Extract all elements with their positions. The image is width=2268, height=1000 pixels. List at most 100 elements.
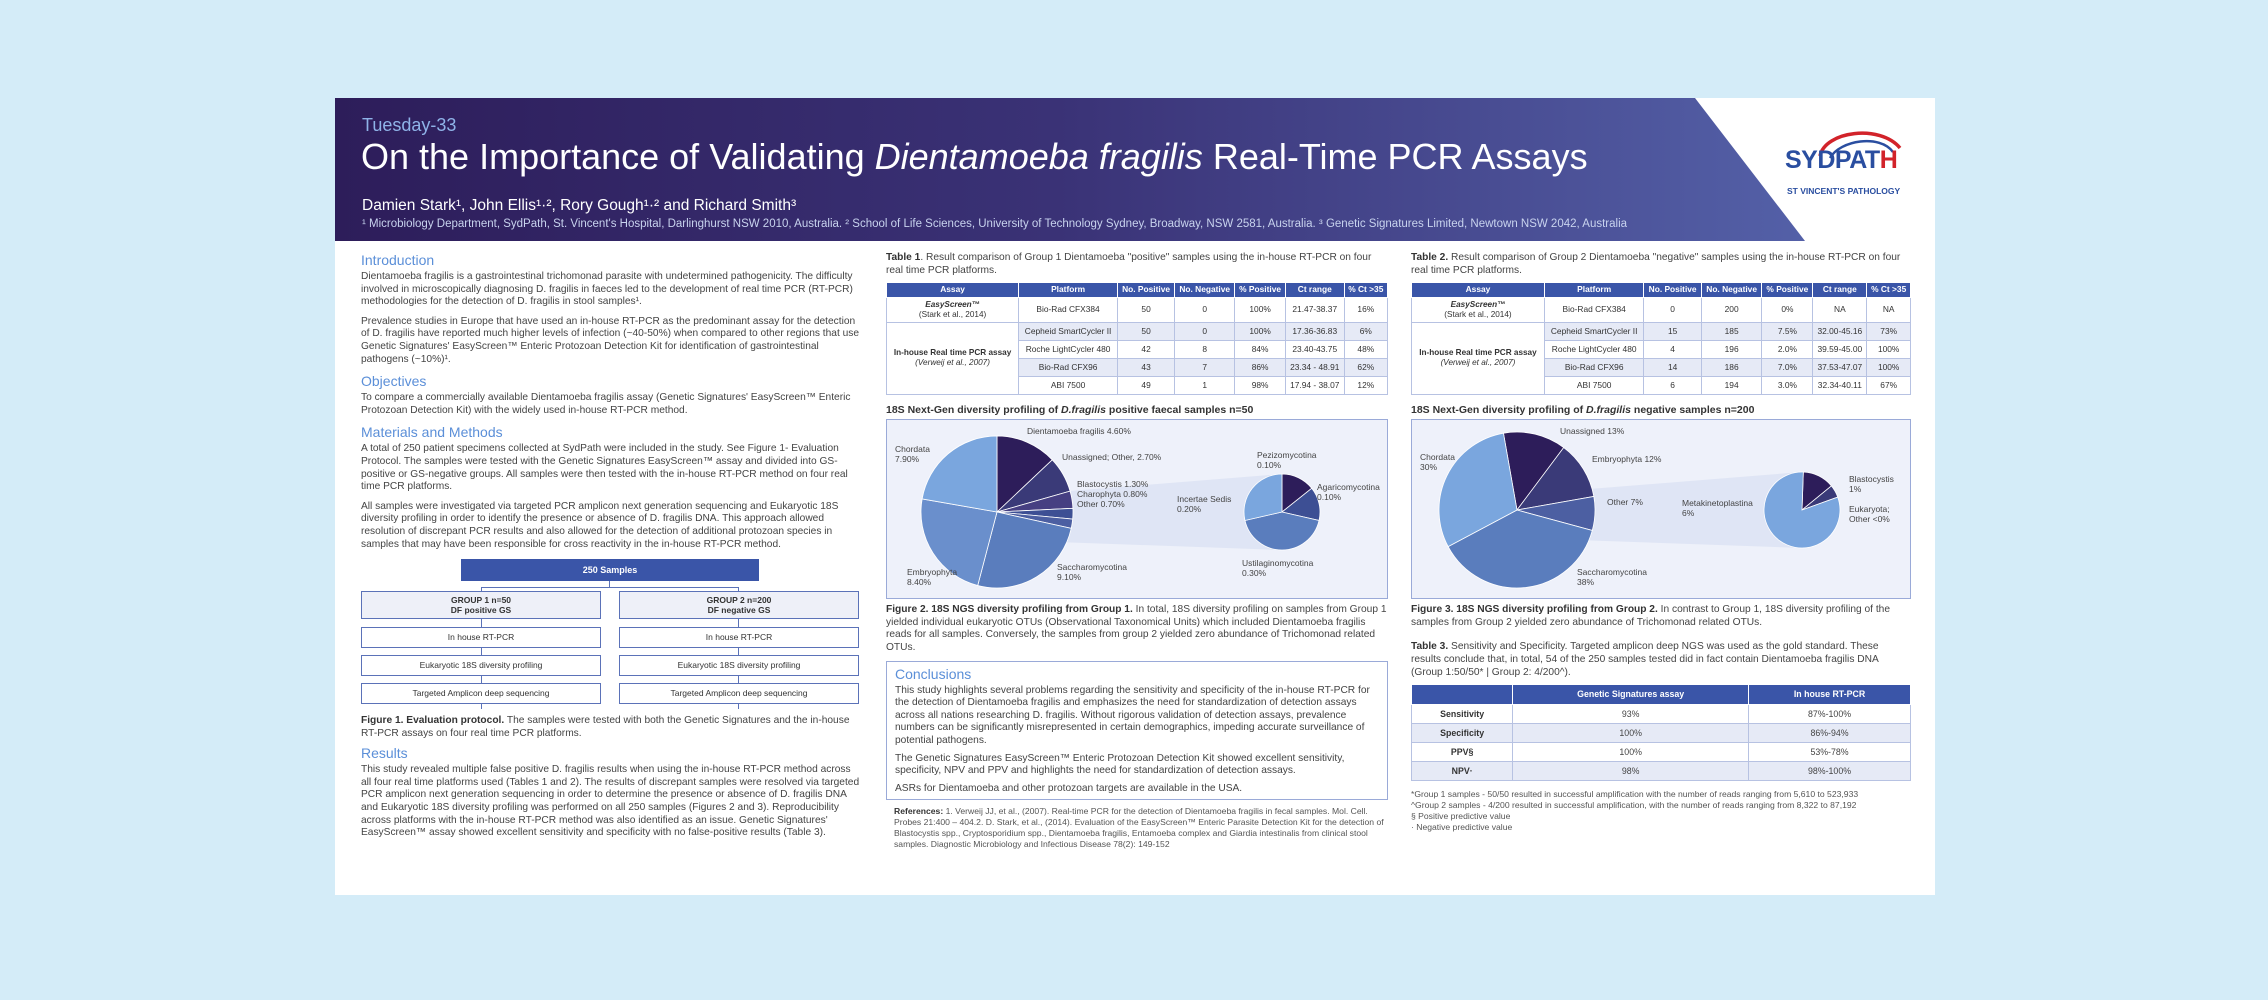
main-pie-slice bbox=[1447, 509, 1593, 589]
slice-label: Dientamoeba fragilis 4.60% bbox=[1027, 426, 1131, 436]
table-cell: 42 bbox=[1116, 339, 1176, 359]
table-cell: 6% bbox=[1343, 321, 1389, 341]
table-cell: NPV· bbox=[1410, 760, 1514, 781]
table-cell: 12% bbox=[1343, 375, 1389, 395]
main-pie-slice bbox=[996, 435, 1053, 514]
main-pie-slice bbox=[921, 435, 998, 513]
pie-connector bbox=[1057, 474, 1282, 551]
authors: Damien Stark¹, John Ellis¹·², Rory Gough… bbox=[362, 197, 797, 214]
table-cell: Specificity bbox=[1410, 722, 1514, 743]
table-cell: 53%-78% bbox=[1748, 741, 1911, 762]
main-pie-slice bbox=[920, 498, 998, 587]
flow-step-box: Targeted Amplicon deep sequencing bbox=[361, 683, 601, 705]
table-cell: 3.0% bbox=[1761, 375, 1814, 395]
logo-swoosh-icon bbox=[1818, 131, 1902, 159]
table-cell: PPV§ bbox=[1410, 741, 1514, 762]
table2-caption: Table 2. Result comparison of Group 2 Di… bbox=[1411, 252, 1901, 276]
table-row: In-house Real time PCR assay (Verweij et … bbox=[885, 321, 1389, 395]
table-row: NPV· 98% 98%-100% bbox=[1410, 760, 1911, 781]
slice-label: 30% bbox=[1420, 462, 1437, 472]
table-row: Bio-Rad CFX96 14 186 7.0% 37.53-47.07 100% bbox=[1412, 357, 1911, 377]
slice-label: Pezizomycotina bbox=[1257, 450, 1317, 460]
slice-label: 8.40% bbox=[907, 577, 932, 587]
sub-pie-slice bbox=[1243, 473, 1283, 522]
table-header-cell: % Positive bbox=[1761, 282, 1814, 298]
table-cell: 2.0% bbox=[1761, 339, 1814, 359]
table-header-cell: Ct range bbox=[1812, 282, 1868, 298]
slice-label: 0.10% bbox=[1317, 492, 1342, 502]
slice-label: Saccharomycotina bbox=[1057, 562, 1127, 572]
table-row: Specificity 100% 86%-94% bbox=[1410, 722, 1911, 743]
table-cell: 62% bbox=[1343, 357, 1389, 377]
footnote: *Group 1 samples - 50/50 resulted in suc… bbox=[1411, 788, 1859, 799]
table-cell: Bio-Rad CFX384 bbox=[1543, 296, 1645, 323]
assay-cell: EasyScreen™ (Stark et al., 2014) bbox=[885, 296, 1020, 323]
table-cell: 21.47-38.37 bbox=[1284, 296, 1345, 323]
table-cell: 73% bbox=[1866, 321, 1911, 341]
table-cell: 100% bbox=[1866, 357, 1911, 377]
table-cell: 185 bbox=[1700, 321, 1763, 341]
slice-label: 6% bbox=[1682, 508, 1695, 518]
column-middle: Table 1. Result comparison of Group 1 Di… bbox=[885, 250, 1389, 850]
header: Tuesday-33 On the Importance of Validati… bbox=[335, 98, 1935, 241]
slice-label: Eukaryota; bbox=[1849, 504, 1890, 514]
table-cell: 7.5% bbox=[1761, 321, 1814, 341]
table-cell: 39.59-45.00 bbox=[1812, 339, 1868, 359]
table-cell: 15 bbox=[1643, 321, 1702, 341]
table-cell: 23.34 - 48.91 bbox=[1284, 357, 1345, 377]
session-label: Tuesday-33 bbox=[362, 115, 457, 135]
table-cell: NA bbox=[1866, 296, 1911, 323]
results-paragraph: This study revealed multiple false posit… bbox=[361, 764, 860, 839]
flow-group2-box: GROUP 2 n=200 DF negative GS bbox=[619, 591, 859, 620]
slice-label: 1% bbox=[1849, 484, 1862, 494]
conclusions-paragraph: The Genetic Signatures EasyScreen™ Enter… bbox=[895, 752, 1345, 777]
poster: Tuesday-33 On the Importance of Validati… bbox=[335, 98, 1935, 895]
section-heading: Objectives bbox=[361, 373, 427, 390]
table-cell: NA bbox=[1812, 296, 1868, 323]
slice-label: Ustilaginomycotina bbox=[1242, 558, 1314, 568]
table-cell: 86%-94% bbox=[1748, 722, 1911, 743]
figure3-chart: Unassigned 13% Embryophyta 12% Other 7% Sac… bbox=[1411, 419, 1911, 600]
table-cell: 67% bbox=[1866, 375, 1911, 395]
table2: Assay Platform No. Positive No. Negative% P… bbox=[1411, 282, 1911, 395]
table-header-cell: No. Negative bbox=[1700, 282, 1763, 298]
slice-label: Other <0% bbox=[1849, 514, 1890, 524]
table-header-cell: Ct range bbox=[1284, 282, 1345, 298]
table-row: Bio-Rad CFX96 43 7 86% 23.34 - 48.91 62% bbox=[887, 357, 1389, 377]
slice-label: Other 7% bbox=[1607, 497, 1643, 507]
table-row: EasyScreen™ (Stark et al., 2014) Bio-Rad C… bbox=[885, 296, 1389, 323]
table-row: ABI 7500 49 1 98% 17.94 - 38.07 12% bbox=[887, 375, 1389, 395]
slice-label: Saccharomycotina bbox=[1577, 567, 1647, 577]
section-heading: Results bbox=[361, 745, 408, 762]
column-right: Table 2. Result comparison of Group 2 Di… bbox=[1410, 250, 1911, 833]
table-cell: 100% bbox=[1234, 296, 1286, 323]
table3: Genetic Signatures assay In house RT-PCR … bbox=[1410, 684, 1911, 781]
table-cell: 194 bbox=[1700, 375, 1763, 395]
table-cell: 0 bbox=[1174, 296, 1236, 323]
table-cell: 87%-100% bbox=[1748, 703, 1911, 724]
table-cell: 100% bbox=[1234, 321, 1286, 341]
slice-label: Unassigned; Other, 2.70% bbox=[1062, 452, 1162, 462]
table-cell: 0 bbox=[1174, 321, 1236, 341]
figure2-caption: Figure 2. 18S NGS diversity profiling fr… bbox=[886, 604, 1387, 654]
table-header-cell: Platform bbox=[1018, 282, 1118, 298]
table-row: EasyScreen™ (Stark et al., 2014) Bio-Rad C… bbox=[1411, 296, 1911, 323]
assay-cell: In-house Real time PCR assay (Verweij et … bbox=[885, 321, 1020, 395]
section-heading: Materials and Methods bbox=[361, 424, 503, 441]
title-part: Real-Time PCR Assays bbox=[1202, 136, 1588, 177]
logo-subtitle: ST VINCENT'S PATHOLOGY bbox=[1787, 186, 1901, 196]
table-cell: 32.00-45.16 bbox=[1812, 321, 1868, 341]
sydpath-logo: SYDPATH ST VINCENT'S PATHOLOGY bbox=[1785, 116, 1915, 206]
table3-caption: Table 3. Sensitivity and Specificity. Ta… bbox=[1411, 641, 1879, 678]
title-part: On the Importance of Validating bbox=[361, 136, 875, 177]
table-cell: 14 bbox=[1643, 357, 1702, 377]
table-cell: ABI 7500 bbox=[1018, 375, 1118, 395]
table-cell: 200 bbox=[1700, 296, 1763, 323]
table-header-cell: No. Positive bbox=[1116, 282, 1176, 298]
conclusions-box: Conclusions This study highlights severa… bbox=[886, 660, 1388, 801]
title-species: Dientamoeba fragilis bbox=[874, 136, 1203, 177]
table-cell: 17.36-36.83 bbox=[1284, 321, 1345, 341]
conclusions-paragraph: This study highlights several problems r… bbox=[895, 684, 1370, 747]
table-cell: 50 bbox=[1116, 296, 1176, 323]
table-cell: Roche LightCycler 480 bbox=[1543, 339, 1645, 359]
